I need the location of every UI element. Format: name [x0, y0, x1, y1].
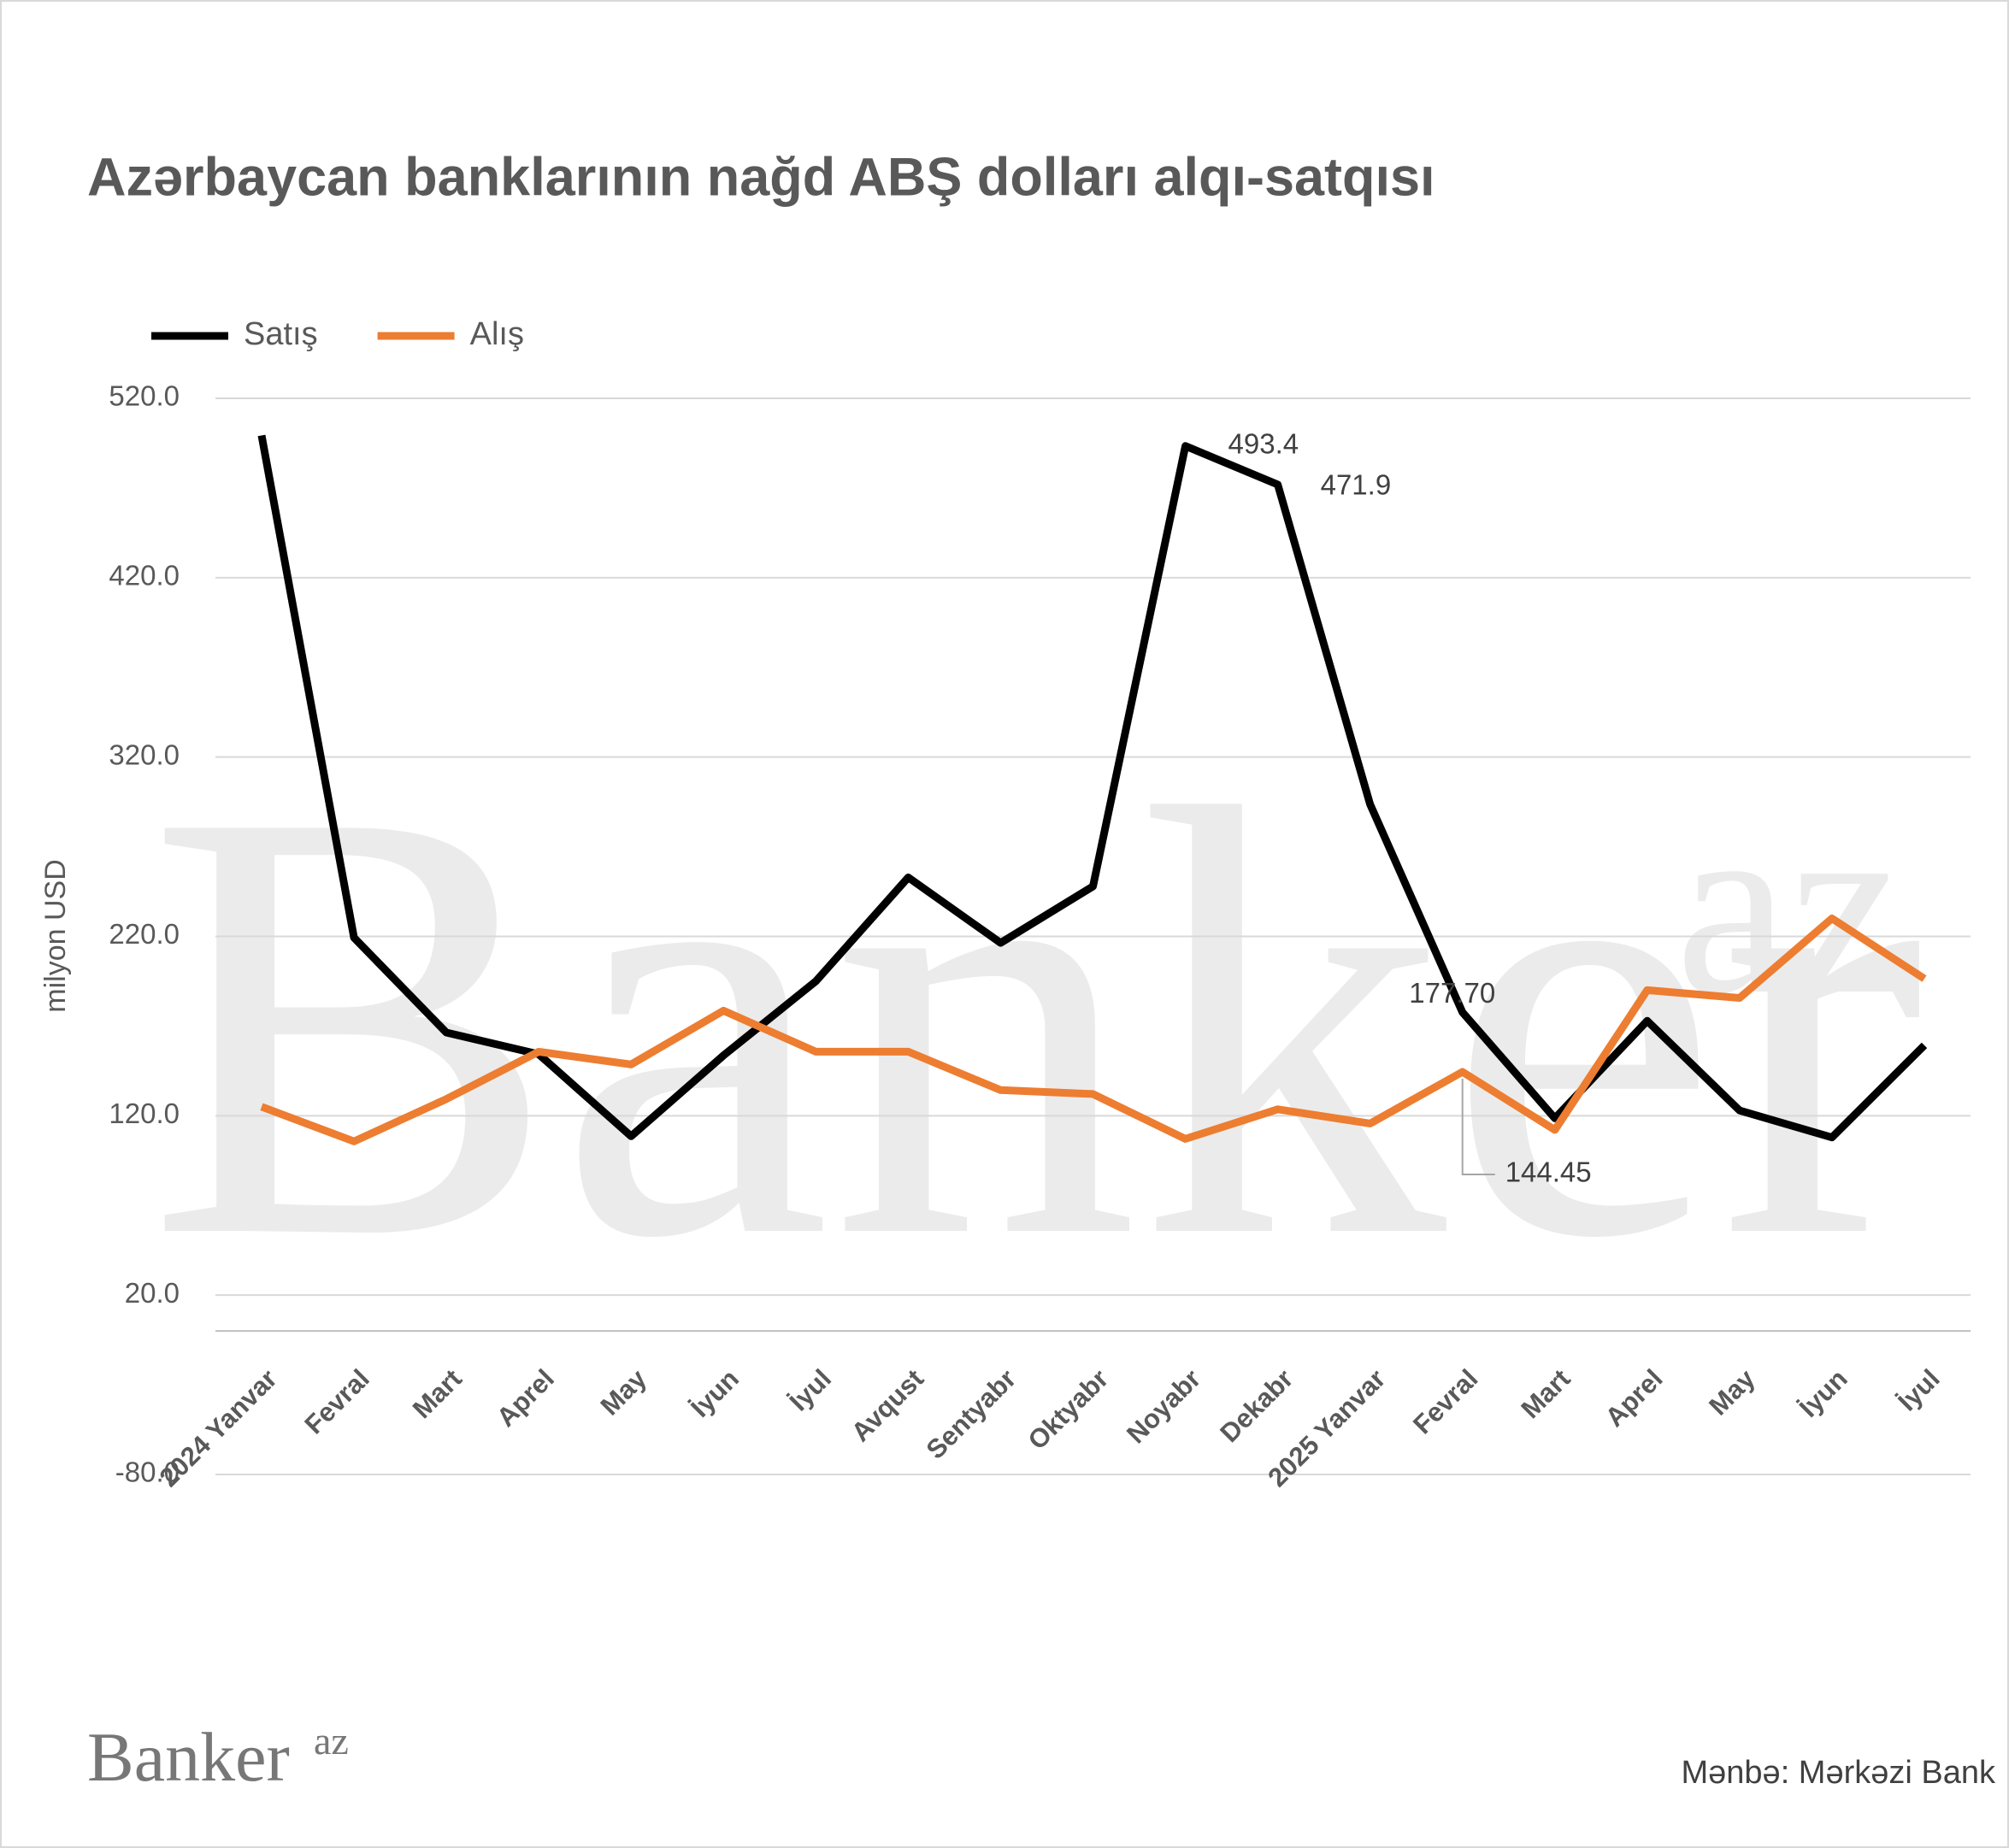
watermark-suffix: az — [1676, 763, 1903, 1047]
legend-label: Alış — [470, 316, 524, 352]
legend-label: Satış — [244, 316, 318, 352]
data-label: 177.70 — [1409, 977, 1495, 1009]
watermark: Banker — [147, 682, 1924, 1364]
series-line — [260, 915, 1927, 1145]
brand-logo: Banker — [87, 1718, 290, 1796]
y-tick-label: -80.0 — [115, 1457, 180, 1488]
brand-logo-suffix: az — [314, 1719, 349, 1763]
y-tick-label: 320.0 — [109, 739, 180, 770]
data-label: 471.9 — [1321, 469, 1392, 501]
y-tick-label: 220.0 — [109, 918, 180, 950]
chart-title: Azərbaycan banklarının nağd ABŞ dolları … — [87, 148, 1435, 208]
y-tick-label: 120.0 — [109, 1098, 180, 1129]
y-tick-label: 520.0 — [109, 380, 180, 412]
y-axis-label: milyon USD — [39, 859, 72, 1012]
data-label: 493.4 — [1228, 428, 1299, 460]
data-label: 144.45 — [1505, 1156, 1592, 1188]
y-tick-label: 20.0 — [125, 1277, 180, 1309]
y-tick-label: 420.0 — [109, 560, 180, 591]
leader-line — [1461, 1079, 1495, 1176]
source: Mənbə: Mərkəzi Bank — [1682, 1755, 1996, 1791]
